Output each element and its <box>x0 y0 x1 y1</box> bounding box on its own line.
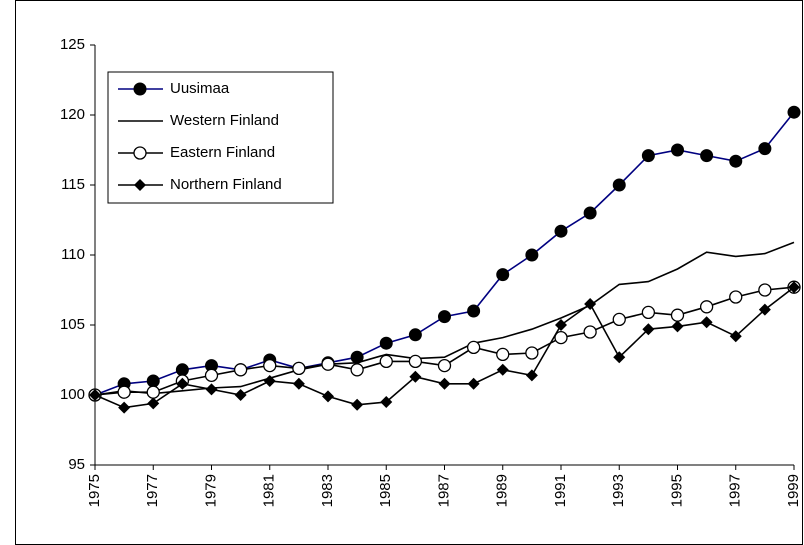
x-tick-label: 1991 <box>552 474 569 507</box>
data-point <box>380 396 393 408</box>
legend-marker <box>134 179 146 191</box>
data-point <box>89 389 101 401</box>
data-point <box>438 310 451 324</box>
data-point <box>175 363 189 377</box>
data-point <box>641 149 655 163</box>
x-tick-label: 1975 <box>86 474 103 507</box>
data-point <box>292 361 306 376</box>
x-tick-label: 1977 <box>144 474 161 507</box>
y-tick-label: 115 <box>61 176 85 193</box>
data-point <box>671 143 684 157</box>
data-point <box>700 316 713 329</box>
legend-box <box>107 71 334 204</box>
legend-marker <box>133 82 147 96</box>
data-point <box>525 346 539 360</box>
legend-label: Uusimaa <box>170 80 230 97</box>
data-point <box>613 351 626 364</box>
data-point <box>612 178 626 192</box>
data-point <box>525 369 538 382</box>
data-point <box>351 398 364 411</box>
data-point <box>554 330 568 345</box>
data-point <box>408 354 423 369</box>
y-tick-label: 110 <box>61 246 85 263</box>
x-tick-label: 1983 <box>319 474 336 507</box>
data-point <box>729 330 742 343</box>
data-point <box>729 290 743 304</box>
data-point <box>379 336 393 350</box>
x-tick-label: 1985 <box>377 474 394 507</box>
data-point <box>263 375 276 387</box>
data-point <box>467 377 480 390</box>
data-point <box>118 401 131 414</box>
x-tick-label: 1993 <box>610 474 627 507</box>
data-point <box>147 397 160 410</box>
x-tick-label: 1997 <box>727 474 744 507</box>
data-point <box>525 248 539 262</box>
data-point <box>292 377 305 390</box>
data-point <box>584 298 597 310</box>
data-point <box>612 312 626 327</box>
data-point <box>583 325 597 339</box>
x-tick-label: 1979 <box>202 474 219 507</box>
data-point <box>583 206 597 220</box>
legend-label: Northern Finland <box>170 176 282 193</box>
data-point <box>233 363 248 377</box>
data-point <box>467 304 481 318</box>
data-point <box>496 363 509 376</box>
data-point <box>322 390 334 403</box>
data-point <box>758 303 771 316</box>
data-point <box>787 105 801 119</box>
data-point <box>671 320 684 333</box>
x-tick-label: 1995 <box>668 474 685 507</box>
data-point <box>642 323 655 336</box>
data-point <box>554 224 568 238</box>
data-point <box>699 300 714 314</box>
data-point <box>496 347 510 362</box>
data-point <box>409 370 422 383</box>
data-point <box>758 142 772 156</box>
data-point <box>234 389 247 401</box>
data-point <box>437 358 452 373</box>
data-point <box>670 308 685 322</box>
legend: Uusimaa Western Finland Eastern Finland Nor… <box>107 71 334 204</box>
data-point <box>204 368 219 383</box>
data-point <box>438 377 451 390</box>
x-tick-label: 1987 <box>435 474 452 507</box>
data-point <box>555 319 567 331</box>
data-point <box>321 357 335 371</box>
data-point <box>466 340 481 355</box>
data-point <box>146 374 160 388</box>
data-point <box>788 281 800 294</box>
data-point <box>146 385 160 399</box>
y-tick-label: 120 <box>60 106 85 123</box>
y-tick-label: 125 <box>60 36 85 53</box>
data-point <box>729 154 743 168</box>
data-point <box>641 305 656 320</box>
data-point <box>408 328 422 342</box>
series <box>88 280 801 402</box>
data-point <box>379 354 393 369</box>
data-point <box>117 385 131 399</box>
x-tick-label: 1989 <box>494 474 511 507</box>
legend-label: Western Finland <box>170 112 279 129</box>
data-point <box>758 283 772 297</box>
y-tick-label: 95 <box>68 456 85 473</box>
x-tick-label: 1981 <box>261 474 278 507</box>
y-tick-label: 105 <box>60 316 85 333</box>
data-point <box>176 377 189 390</box>
x-tick-label: 1999 <box>785 474 802 507</box>
legend-label: Eastern Finland <box>170 144 275 161</box>
data-point <box>205 383 218 396</box>
data-point <box>700 149 714 163</box>
data-point <box>350 363 364 377</box>
series <box>89 281 800 414</box>
legend-marker <box>133 146 147 160</box>
data-point <box>496 268 510 282</box>
data-point <box>263 358 277 373</box>
y-tick-label: 100 <box>60 386 85 403</box>
